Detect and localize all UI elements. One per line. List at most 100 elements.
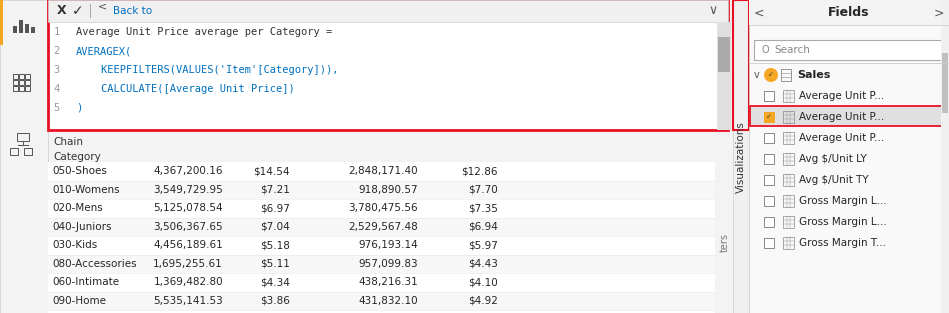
Text: 3: 3 <box>54 65 60 75</box>
Bar <box>783 237 794 249</box>
Bar <box>19 74 24 79</box>
Bar <box>48 254 715 273</box>
Bar <box>48 199 715 218</box>
Text: $4.10: $4.10 <box>468 277 498 287</box>
Text: X: X <box>57 4 66 18</box>
Bar <box>25 24 29 33</box>
Text: KEEPFILTERS(VALUES('Item'[Category])),: KEEPFILTERS(VALUES('Item'[Category])), <box>76 65 339 75</box>
Bar <box>783 153 794 165</box>
Bar <box>754 40 944 60</box>
Bar <box>781 69 791 81</box>
Text: Category: Category <box>53 152 101 162</box>
Text: 4: 4 <box>54 84 60 94</box>
Bar <box>783 132 794 144</box>
Bar <box>749 0 949 313</box>
Bar <box>783 90 794 102</box>
Text: CALCULATE([Average Unit Price]): CALCULATE([Average Unit Price]) <box>76 84 295 94</box>
Bar <box>24 148 32 155</box>
Text: Visualizations: Visualizations <box>736 121 746 193</box>
Text: Average Unit Price average per Category =: Average Unit Price average per Category … <box>76 27 332 37</box>
Text: O: O <box>761 45 769 55</box>
Text: $14.54: $14.54 <box>253 166 290 176</box>
Text: v: v <box>754 70 760 80</box>
Bar <box>31 28 35 33</box>
Text: ∨: ∨ <box>709 4 717 18</box>
Text: 4,367,200.16: 4,367,200.16 <box>154 166 223 176</box>
Bar <box>48 310 715 313</box>
Text: 050-Shoes: 050-Shoes <box>52 166 107 176</box>
Bar <box>717 22 731 130</box>
Bar <box>48 0 728 130</box>
Text: Search: Search <box>774 45 809 55</box>
Text: 957,099.83: 957,099.83 <box>359 259 418 269</box>
Text: Fields: Fields <box>828 7 869 19</box>
Text: $7.35: $7.35 <box>468 203 498 213</box>
Bar <box>764 196 774 206</box>
Text: 438,216.31: 438,216.31 <box>359 277 418 287</box>
Text: Chain: Chain <box>53 137 83 147</box>
Bar <box>19 86 24 91</box>
Bar <box>764 91 774 101</box>
Bar <box>764 238 774 248</box>
Text: $4.43: $4.43 <box>468 259 498 269</box>
Bar <box>48 218 715 236</box>
Bar <box>25 86 30 91</box>
Bar <box>19 80 24 85</box>
Text: $6.94: $6.94 <box>468 222 498 232</box>
Text: 1: 1 <box>54 27 60 37</box>
Bar <box>25 80 30 85</box>
Text: Avg $/Unit TY: Avg $/Unit TY <box>799 175 868 185</box>
Text: ✓: ✓ <box>768 72 774 78</box>
Text: Back to: Back to <box>114 6 153 16</box>
Bar <box>764 112 774 122</box>
Bar <box>764 154 774 164</box>
Text: ): ) <box>76 103 83 113</box>
Bar <box>0 0 3 45</box>
Text: $4.34: $4.34 <box>260 277 290 287</box>
Bar <box>13 74 18 79</box>
Text: 5: 5 <box>54 103 60 113</box>
Text: $5.11: $5.11 <box>260 259 290 269</box>
Text: $5.97: $5.97 <box>468 240 498 250</box>
Text: 030-Kids: 030-Kids <box>52 240 97 250</box>
Text: 431,832.10: 431,832.10 <box>359 296 418 306</box>
Text: 010-Womens: 010-Womens <box>52 185 120 195</box>
Bar <box>48 162 715 181</box>
Bar <box>764 217 774 227</box>
Text: $7.04: $7.04 <box>260 222 290 232</box>
Text: 2: 2 <box>54 46 60 56</box>
Text: 3,506,367.65: 3,506,367.65 <box>154 222 223 232</box>
Bar <box>90 4 91 18</box>
Bar <box>733 0 749 313</box>
Text: $12.86: $12.86 <box>461 166 498 176</box>
Text: <: < <box>754 7 764 19</box>
Text: Gross Margin L...: Gross Margin L... <box>799 217 886 227</box>
Bar <box>750 106 947 126</box>
Text: $7.21: $7.21 <box>260 185 290 195</box>
Bar <box>942 53 948 113</box>
Text: 2,529,567.48: 2,529,567.48 <box>348 222 418 232</box>
Bar <box>13 26 17 33</box>
Text: Average Unit P...: Average Unit P... <box>799 112 884 122</box>
Text: >: > <box>934 7 944 19</box>
Text: ✓: ✓ <box>766 114 772 120</box>
Bar <box>718 37 730 72</box>
Bar <box>764 175 774 185</box>
Bar <box>19 20 23 33</box>
Text: ✓: ✓ <box>72 4 84 18</box>
Text: 040-Juniors: 040-Juniors <box>52 222 111 232</box>
Text: $6.97: $6.97 <box>260 203 290 213</box>
Text: Sales: Sales <box>797 70 830 80</box>
Text: $5.18: $5.18 <box>260 240 290 250</box>
Text: <: < <box>99 1 107 11</box>
Bar <box>25 74 30 79</box>
Text: 1,695,255.61: 1,695,255.61 <box>153 259 223 269</box>
Bar <box>783 111 794 123</box>
Bar <box>0 0 48 313</box>
Bar <box>48 0 728 22</box>
Text: 3,549,729.95: 3,549,729.95 <box>153 185 223 195</box>
Bar <box>13 80 18 85</box>
Text: 2,848,171.40: 2,848,171.40 <box>348 166 418 176</box>
Text: 060-Intimate: 060-Intimate <box>52 277 120 287</box>
Text: 080-Accessories: 080-Accessories <box>52 259 137 269</box>
